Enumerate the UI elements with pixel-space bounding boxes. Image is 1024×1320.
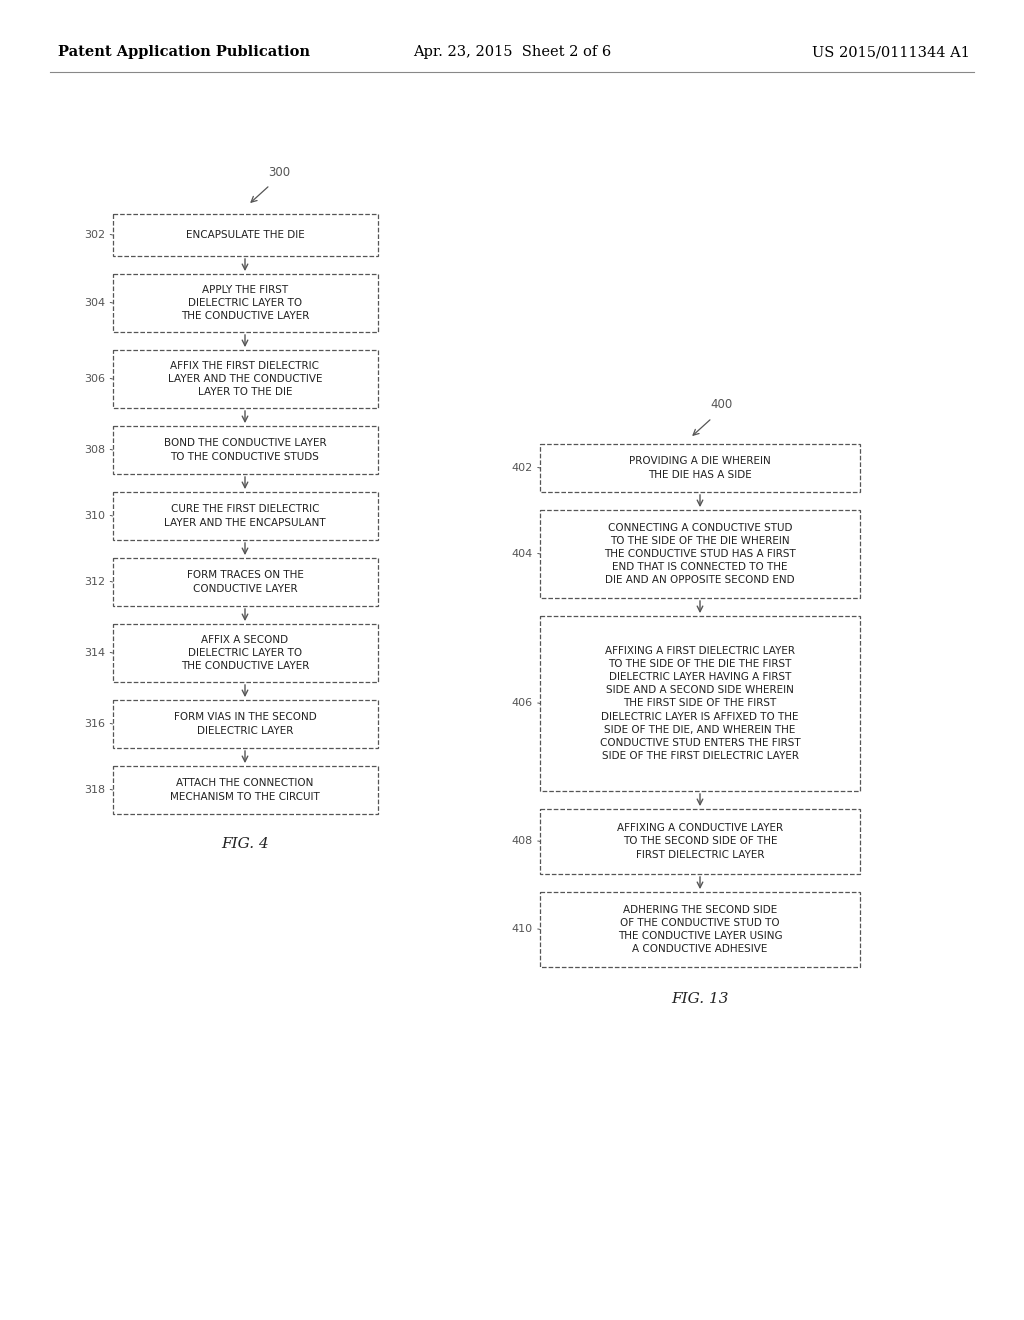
Text: AFFIX THE FIRST DIELECTRIC
LAYER AND THE CONDUCTIVE
LAYER TO THE DIE: AFFIX THE FIRST DIELECTRIC LAYER AND THE…: [168, 360, 323, 397]
Text: Apr. 23, 2015  Sheet 2 of 6: Apr. 23, 2015 Sheet 2 of 6: [413, 45, 611, 59]
Text: PROVIDING A DIE WHEREIN
THE DIE HAS A SIDE: PROVIDING A DIE WHEREIN THE DIE HAS A SI…: [629, 457, 771, 479]
Text: 302: 302: [84, 230, 105, 240]
Text: FORM TRACES ON THE
CONDUCTIVE LAYER: FORM TRACES ON THE CONDUCTIVE LAYER: [186, 570, 303, 594]
Bar: [113, 700, 378, 748]
Text: FIG. 13: FIG. 13: [672, 993, 729, 1006]
Bar: [113, 350, 378, 408]
Text: 400: 400: [710, 399, 732, 412]
Text: 406: 406: [512, 698, 534, 709]
Text: Patent Application Publication: Patent Application Publication: [58, 45, 310, 59]
Text: US 2015/0111344 A1: US 2015/0111344 A1: [812, 45, 970, 59]
Text: 404: 404: [512, 549, 534, 558]
Bar: [113, 558, 378, 606]
Text: 402: 402: [512, 463, 534, 473]
Text: 316: 316: [85, 719, 105, 729]
Bar: [540, 809, 860, 874]
Text: 314: 314: [84, 648, 105, 657]
Text: ATTACH THE CONNECTION
MECHANISM TO THE CIRCUIT: ATTACH THE CONNECTION MECHANISM TO THE C…: [170, 779, 319, 801]
Text: CONNECTING A CONDUCTIVE STUD
TO THE SIDE OF THE DIE WHEREIN
THE CONDUCTIVE STUD : CONNECTING A CONDUCTIVE STUD TO THE SIDE…: [604, 523, 796, 585]
Bar: [540, 444, 860, 492]
Text: 310: 310: [85, 511, 105, 521]
Text: CURE THE FIRST DIELECTRIC
LAYER AND THE ENCAPSULANT: CURE THE FIRST DIELECTRIC LAYER AND THE …: [164, 504, 326, 528]
Text: 318: 318: [84, 785, 105, 795]
Text: FORM VIAS IN THE SECOND
DIELECTRIC LAYER: FORM VIAS IN THE SECOND DIELECTRIC LAYER: [174, 713, 316, 735]
Text: AFFIXING A FIRST DIELECTRIC LAYER
TO THE SIDE OF THE DIE THE FIRST
DIELECTRIC LA: AFFIXING A FIRST DIELECTRIC LAYER TO THE…: [600, 645, 801, 762]
Text: ENCAPSULATE THE DIE: ENCAPSULATE THE DIE: [185, 230, 304, 240]
Bar: [540, 616, 860, 791]
Bar: [113, 492, 378, 540]
Text: APPLY THE FIRST
DIELECTRIC LAYER TO
THE CONDUCTIVE LAYER: APPLY THE FIRST DIELECTRIC LAYER TO THE …: [181, 285, 309, 321]
Text: BOND THE CONDUCTIVE LAYER
TO THE CONDUCTIVE STUDS: BOND THE CONDUCTIVE LAYER TO THE CONDUCT…: [164, 438, 327, 462]
Text: 304: 304: [84, 298, 105, 308]
Text: FIG. 4: FIG. 4: [221, 837, 269, 851]
Bar: [113, 214, 378, 256]
Bar: [113, 426, 378, 474]
Bar: [113, 275, 378, 333]
Bar: [540, 510, 860, 598]
Text: 308: 308: [84, 445, 105, 455]
Text: 312: 312: [84, 577, 105, 587]
Text: AFFIXING A CONDUCTIVE LAYER
TO THE SECOND SIDE OF THE
FIRST DIELECTRIC LAYER: AFFIXING A CONDUCTIVE LAYER TO THE SECON…: [616, 824, 783, 859]
Text: ADHERING THE SECOND SIDE
OF THE CONDUCTIVE STUD TO
THE CONDUCTIVE LAYER USING
A : ADHERING THE SECOND SIDE OF THE CONDUCTI…: [617, 904, 782, 954]
Text: 300: 300: [268, 165, 290, 178]
Text: AFFIX A SECOND
DIELECTRIC LAYER TO
THE CONDUCTIVE LAYER: AFFIX A SECOND DIELECTRIC LAYER TO THE C…: [181, 635, 309, 671]
Bar: [113, 624, 378, 682]
Bar: [113, 766, 378, 814]
Text: 306: 306: [85, 374, 105, 384]
Text: 410: 410: [512, 924, 534, 935]
Bar: [540, 892, 860, 968]
Text: 408: 408: [512, 837, 534, 846]
